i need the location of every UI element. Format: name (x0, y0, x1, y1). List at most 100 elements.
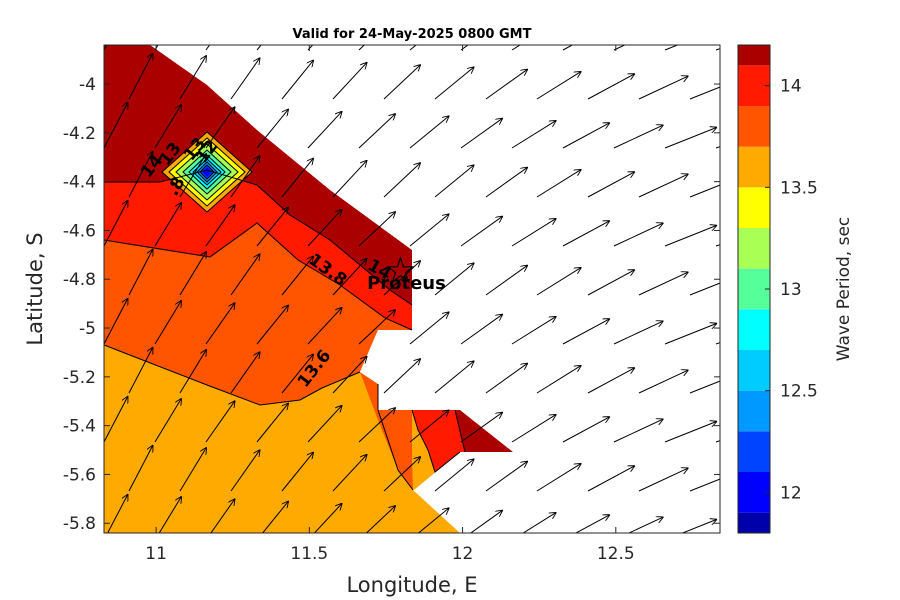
wave-vector-arrow (469, 510, 503, 533)
colorbar-ticks: 12 12.5 13 13.5 14 (765, 77, 818, 503)
wave-vector-arrow (281, 158, 314, 198)
wave-vector-arrow (104, 102, 128, 149)
wave-vector-arrow (638, 468, 689, 492)
wave-vector-arrow (460, 118, 503, 149)
wave-vector-arrow (587, 368, 635, 394)
colorbar-band (738, 472, 770, 513)
wave-vector-arrow (522, 512, 556, 533)
wave-vector-arrow (383, 358, 421, 394)
wave-vector-arrow (383, 162, 421, 198)
colorbar-tick-label: 12.5 (780, 382, 818, 402)
wave-vector-arrow (154, 45, 159, 51)
wave-vector-arrow (409, 410, 449, 443)
wave-vector-arrow (104, 45, 108, 51)
wave-vector-arrow (230, 450, 260, 492)
wave-vector-arrow (536, 463, 581, 492)
wave-vector-arrow (587, 466, 635, 492)
wave-vector-arrow (434, 263, 474, 296)
plot-frame (103, 44, 721, 534)
y-tick-label: -5.2 (63, 368, 96, 388)
wave-vector-arrow (409, 214, 449, 247)
y-tick-label: -4.6 (63, 221, 96, 241)
x-axis-label: Longitude, E (346, 573, 477, 597)
wave-vector-arrow (179, 153, 207, 198)
contour-line-13-6 (104, 344, 361, 406)
wave-vector-arrow (332, 356, 367, 394)
wave-vector-arrow (434, 67, 474, 100)
y-tick-label: -4.8 (63, 270, 96, 290)
wave-vector-arrow (107, 494, 128, 533)
colorbar-tick-label: 12 (780, 483, 802, 503)
wave-vector-arrow (613, 45, 626, 51)
wave-vector-arrow (511, 414, 556, 443)
contour-lines (104, 169, 466, 491)
wave-vector-arrow (664, 421, 717, 443)
wave-vector-arrow (230, 254, 260, 296)
wave-vector-arrow (179, 447, 207, 492)
wave-vector-arrow (205, 107, 235, 149)
wave-vector-arrow (358, 309, 396, 345)
chart-title: Valid for 24-May-2025 0800 GMT (293, 27, 532, 42)
wave-vector-arrow (689, 478, 720, 492)
wave-vector-arrow (511, 218, 556, 247)
contour-line-14 (104, 169, 413, 306)
colorbar-band (738, 431, 770, 472)
colorbar-band (738, 268, 770, 310)
wave-vector-arrow (460, 412, 503, 443)
wave-vector-arrow (664, 323, 717, 345)
wave-vector-arrow (485, 461, 528, 492)
wave-vector-arrow (638, 76, 689, 100)
contour-line-13-8-b (411, 409, 461, 473)
wave-vector-arrow (154, 202, 182, 247)
wave-vector-arrow (638, 370, 689, 394)
wave-vector-arrow (256, 109, 289, 149)
y-axis: -4 -4.2 -4.4 -4.6 -4.8 -5 -5.2 -5.4 -5.6 -5.8 (63, 75, 720, 534)
wave-vector-arrow (154, 300, 182, 345)
wave-vector-arrow (205, 205, 235, 247)
wave-vector-arrow (562, 45, 574, 51)
contour-region-above-14-1-lower (455, 410, 513, 452)
y-tick-label: -4 (79, 75, 96, 95)
wave-vector-arrow (104, 200, 128, 247)
wave-vector-arrow (587, 172, 635, 198)
y-tick-label: -5.8 (63, 514, 96, 534)
y-tick-label: -4.2 (63, 124, 96, 144)
wave-vector-arrow (485, 363, 528, 394)
wave-vector-arrow (460, 314, 503, 345)
wave-vector-arrow (256, 305, 289, 345)
wave-vector-arrow (332, 160, 367, 198)
contour-line-13-6-b (377, 384, 414, 491)
wave-vector-arrow (689, 282, 720, 296)
colorbar-band (738, 65, 770, 106)
wave-vector-arrow (613, 223, 664, 247)
wave-vector-arrow (664, 225, 717, 247)
wave-vector-arrow (358, 211, 396, 247)
wave-direction-vectors (104, 45, 720, 533)
wave-vector-arrow (613, 321, 664, 345)
colorbar-tick-label: 14 (780, 77, 802, 97)
x-tick-label: 11 (145, 544, 167, 564)
colorbar-tick-label: 13.5 (780, 178, 818, 198)
colorbar-tick-label: 13 (780, 280, 802, 300)
contour-region-white-gap-north (150, 45, 720, 533)
wave-vector-arrow (536, 71, 581, 100)
wave-vector-arrow (689, 86, 720, 100)
wave-vector-arrow (681, 519, 717, 533)
wave-vector-arrow (205, 45, 211, 51)
x-axis: 11 11.5 12 12.5 (145, 45, 635, 564)
wave-vector-arrow (104, 396, 128, 443)
wave-vector-arrow (128, 53, 153, 100)
colorbar-label: Wave Period, sec (834, 217, 854, 362)
wave-vector-arrow (281, 354, 314, 394)
colorbar-band (738, 45, 770, 66)
filled-contours (104, 45, 720, 533)
wave-vector-arrow (434, 361, 474, 394)
wave-vector-arrow (230, 352, 260, 394)
wave-vector-arrow (434, 165, 474, 198)
wave-vector-arrow (536, 169, 581, 198)
colorbar-band (738, 228, 770, 269)
wave-vector-arrow (485, 167, 528, 198)
wave-vector-arrow (536, 267, 581, 296)
wave-vector-arrow (230, 58, 260, 100)
